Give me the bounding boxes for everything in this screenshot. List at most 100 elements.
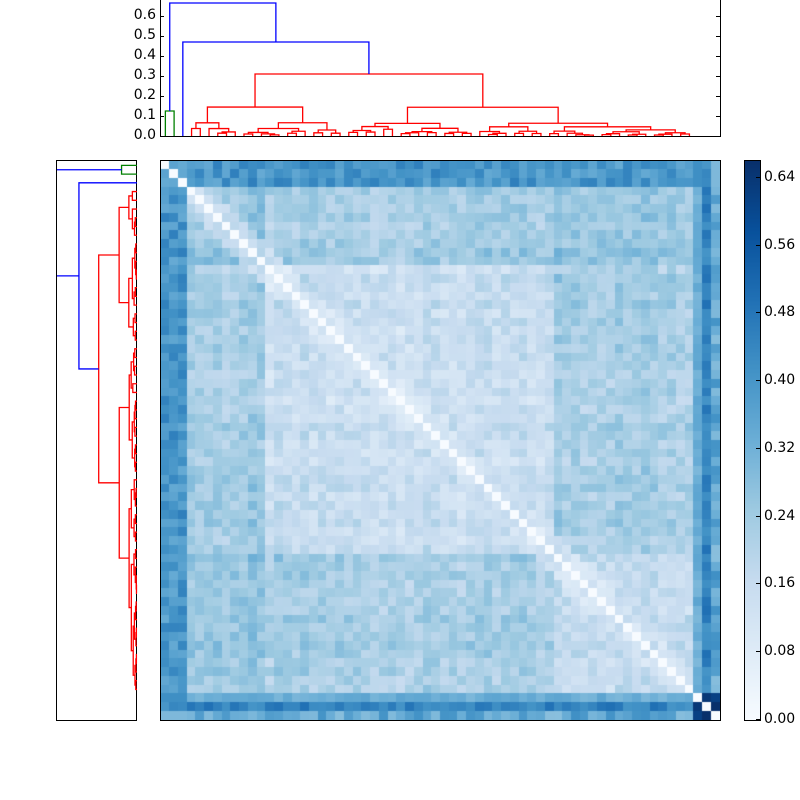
colorbar-tick-label: 0.56 — [764, 236, 796, 253]
dendrogram-link — [98, 254, 120, 484]
dendrogram-link — [133, 365, 137, 376]
dendrogram-link — [627, 134, 638, 136]
dendrogram-link — [313, 132, 324, 136]
colorbar-tick-label: 0.48 — [764, 304, 796, 321]
dendrogram-link — [134, 330, 137, 341]
dendrogram-link — [132, 383, 137, 394]
dendrogram-link — [444, 132, 455, 136]
dendrogram-link — [317, 129, 337, 134]
dendrogram-link — [601, 133, 612, 136]
dendrogram-link — [566, 132, 584, 136]
dendrogram-link — [352, 129, 372, 133]
dendrogram-link — [195, 122, 220, 129]
dendrogram-link — [134, 286, 137, 298]
dendrogram-link — [277, 122, 328, 131]
dendrogram-link — [131, 208, 137, 230]
dendrogram-link — [135, 601, 137, 612]
top-dendrogram-tick-label: 0.2 — [133, 87, 156, 103]
top-dendrogram-tick-label: 0.6 — [133, 7, 156, 23]
colorbar-tick-label: 0.16 — [764, 575, 796, 592]
colorbar — [744, 160, 761, 721]
colorbar-tick-label: 0.24 — [764, 507, 796, 524]
dendrogram-link — [680, 133, 691, 136]
dendrogram-link — [128, 374, 133, 441]
dendrogram-link — [130, 488, 135, 529]
dendrogram-link — [131, 257, 135, 300]
dendrogram-link — [531, 132, 542, 136]
dendrogram-link — [479, 130, 501, 136]
dendrogram-link — [269, 134, 280, 136]
dendrogram-link — [134, 549, 137, 560]
dendrogram-link — [135, 627, 138, 638]
dendrogram-link — [247, 131, 269, 134]
dendrogram-link — [134, 313, 137, 324]
dendrogram-link — [128, 277, 134, 328]
dendrogram-link — [130, 563, 134, 652]
dendrogram-link — [286, 132, 298, 136]
dendrogram-link — [134, 400, 137, 411]
dendrogram-link — [365, 131, 376, 136]
dendrogram-link — [217, 132, 228, 136]
top-dendrogram-tick-label: 0.0 — [133, 127, 156, 143]
dendrogram-link — [553, 130, 576, 134]
top-dendrogram — [160, 0, 721, 137]
dendrogram-link — [118, 206, 129, 304]
dendrogram-link — [164, 110, 175, 136]
heatmap-canvas — [161, 161, 720, 720]
dendrogram-link — [243, 133, 254, 136]
dendrogram-link — [625, 129, 676, 133]
dendrogram-link — [135, 243, 137, 254]
dendrogram-link — [134, 444, 137, 455]
dendrogram-link — [131, 421, 135, 459]
dendrogram-link — [130, 361, 134, 389]
dendrogram-link — [583, 134, 595, 136]
dendrogram-link — [653, 134, 664, 136]
dendrogram-link — [518, 130, 538, 134]
dendrogram-link — [128, 195, 133, 220]
dendrogram-link — [57, 169, 122, 277]
dendrogram-link — [549, 132, 560, 136]
dendrogram-link — [135, 583, 138, 595]
dendrogram-link — [348, 131, 359, 136]
dendrogram-link — [131, 190, 137, 201]
top-dendrogram-svg — [164, 2, 691, 136]
dendrogram-link — [361, 125, 389, 131]
colorbar-gradient — [745, 161, 760, 720]
dendrogram-link — [120, 164, 137, 175]
colorbar-tick-label: 0.32 — [764, 439, 796, 456]
dendrogram-link — [134, 426, 137, 437]
colorbar-tick-label: 0.40 — [764, 372, 796, 389]
dendrogram-link — [612, 131, 640, 135]
left-dendrogram — [56, 160, 138, 721]
dendrogram-link — [421, 127, 459, 133]
dendrogram-link — [508, 122, 609, 127]
dendrogram-link — [169, 2, 277, 111]
colorbar-tick-label: 0.08 — [764, 643, 796, 660]
top-dendrogram-tick-label: 0.3 — [133, 67, 156, 83]
heatmap — [160, 160, 721, 721]
dendrogram-link — [488, 126, 529, 132]
dendrogram-link — [133, 553, 136, 576]
dendrogram-link — [128, 508, 132, 609]
dendrogram-link — [330, 132, 341, 136]
dendrogram-link — [487, 133, 498, 136]
dendrogram-link — [257, 127, 300, 133]
top-dendrogram-tick-label: 0.1 — [133, 107, 156, 123]
dendrogram-link — [254, 73, 484, 108]
dendrogram-link — [400, 132, 411, 136]
dendrogram-link — [135, 269, 137, 280]
dendrogram-link — [135, 680, 137, 691]
dendrogram-link — [132, 317, 136, 337]
dendrogram-link — [406, 106, 559, 124]
dendrogram-link — [134, 531, 137, 542]
dendrogram-link — [206, 106, 304, 123]
dendrogram-link — [135, 653, 138, 664]
dendrogram-link — [134, 217, 137, 228]
dendrogram-link — [134, 348, 137, 359]
colorbar-tick-label: 0.00 — [764, 711, 796, 727]
dendrogram-link — [134, 461, 137, 472]
dendrogram-link — [135, 487, 137, 498]
dendrogram-link — [563, 126, 652, 132]
top-dendrogram-tick-label: 0.4 — [133, 47, 156, 63]
top-dendrogram-tick-label: 0.5 — [133, 27, 156, 43]
